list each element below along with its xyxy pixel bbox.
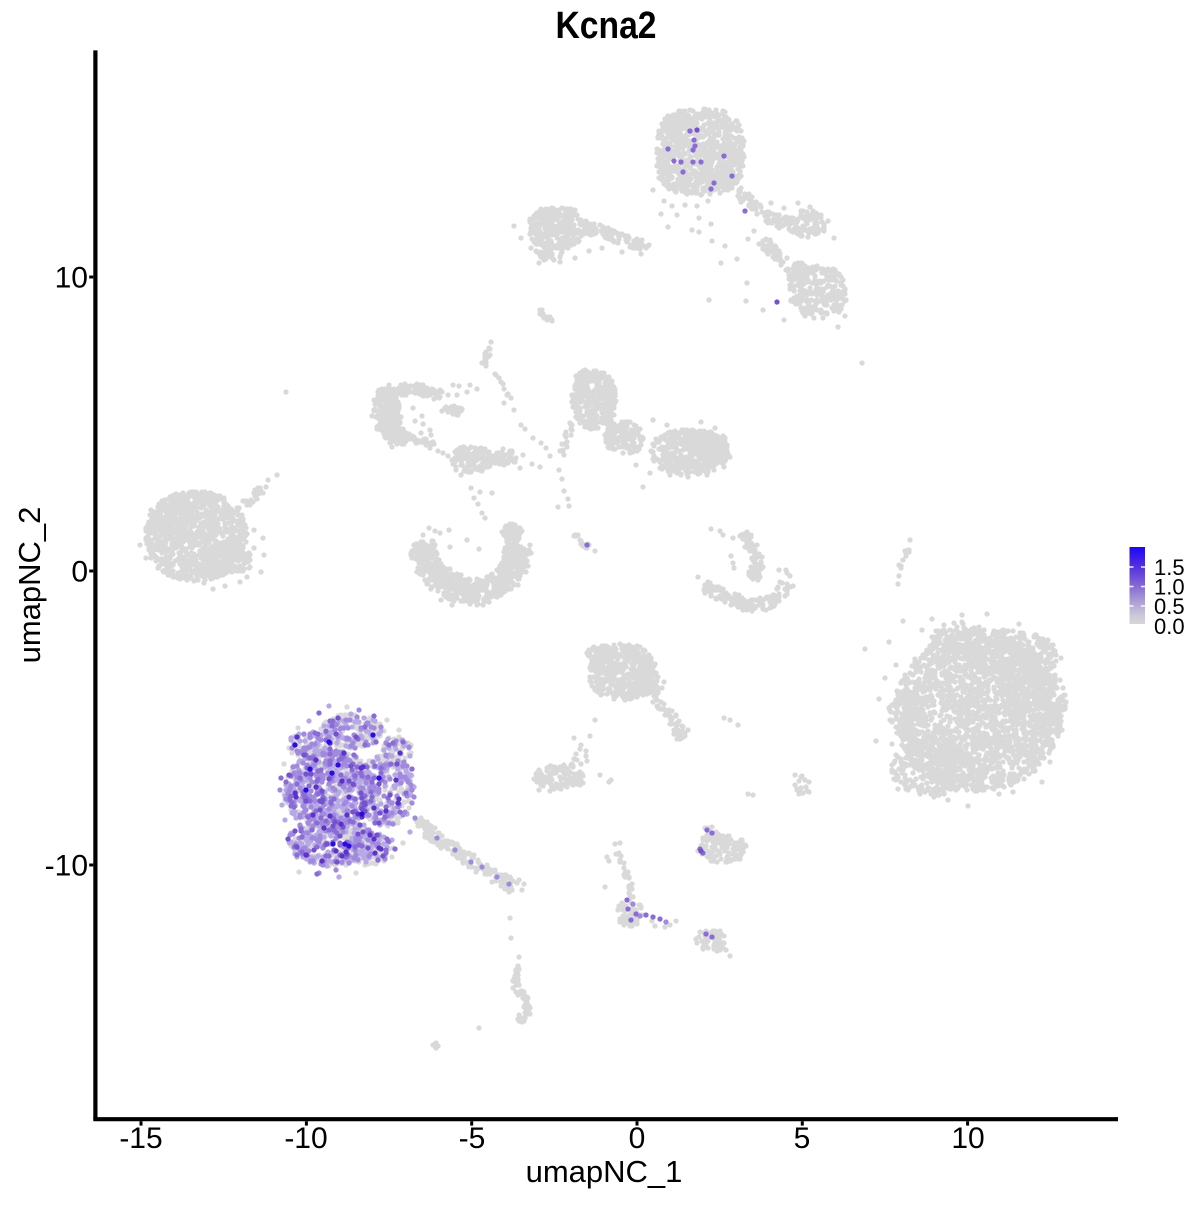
svg-text:10: 10 [951,1122,984,1155]
svg-text:1.5: 1.5 [1154,555,1185,580]
svg-text:0.0: 0.0 [1154,614,1185,639]
svg-text:0.5: 0.5 [1154,594,1185,619]
svg-text:-10: -10 [284,1122,327,1155]
svg-text:10: 10 [55,262,88,295]
svg-text:-5: -5 [459,1122,486,1155]
svg-text:-10: -10 [45,850,88,883]
svg-text:umapNC_1: umapNC_1 [526,1154,683,1189]
svg-text:0: 0 [629,1122,646,1155]
svg-text:-15: -15 [119,1122,162,1155]
svg-text:0: 0 [71,556,88,589]
svg-text:umapNC_2: umapNC_2 [12,507,47,664]
svg-text:Kcna2: Kcna2 [556,5,657,47]
svg-text:5: 5 [794,1122,811,1155]
svg-text:1.0: 1.0 [1154,575,1185,600]
